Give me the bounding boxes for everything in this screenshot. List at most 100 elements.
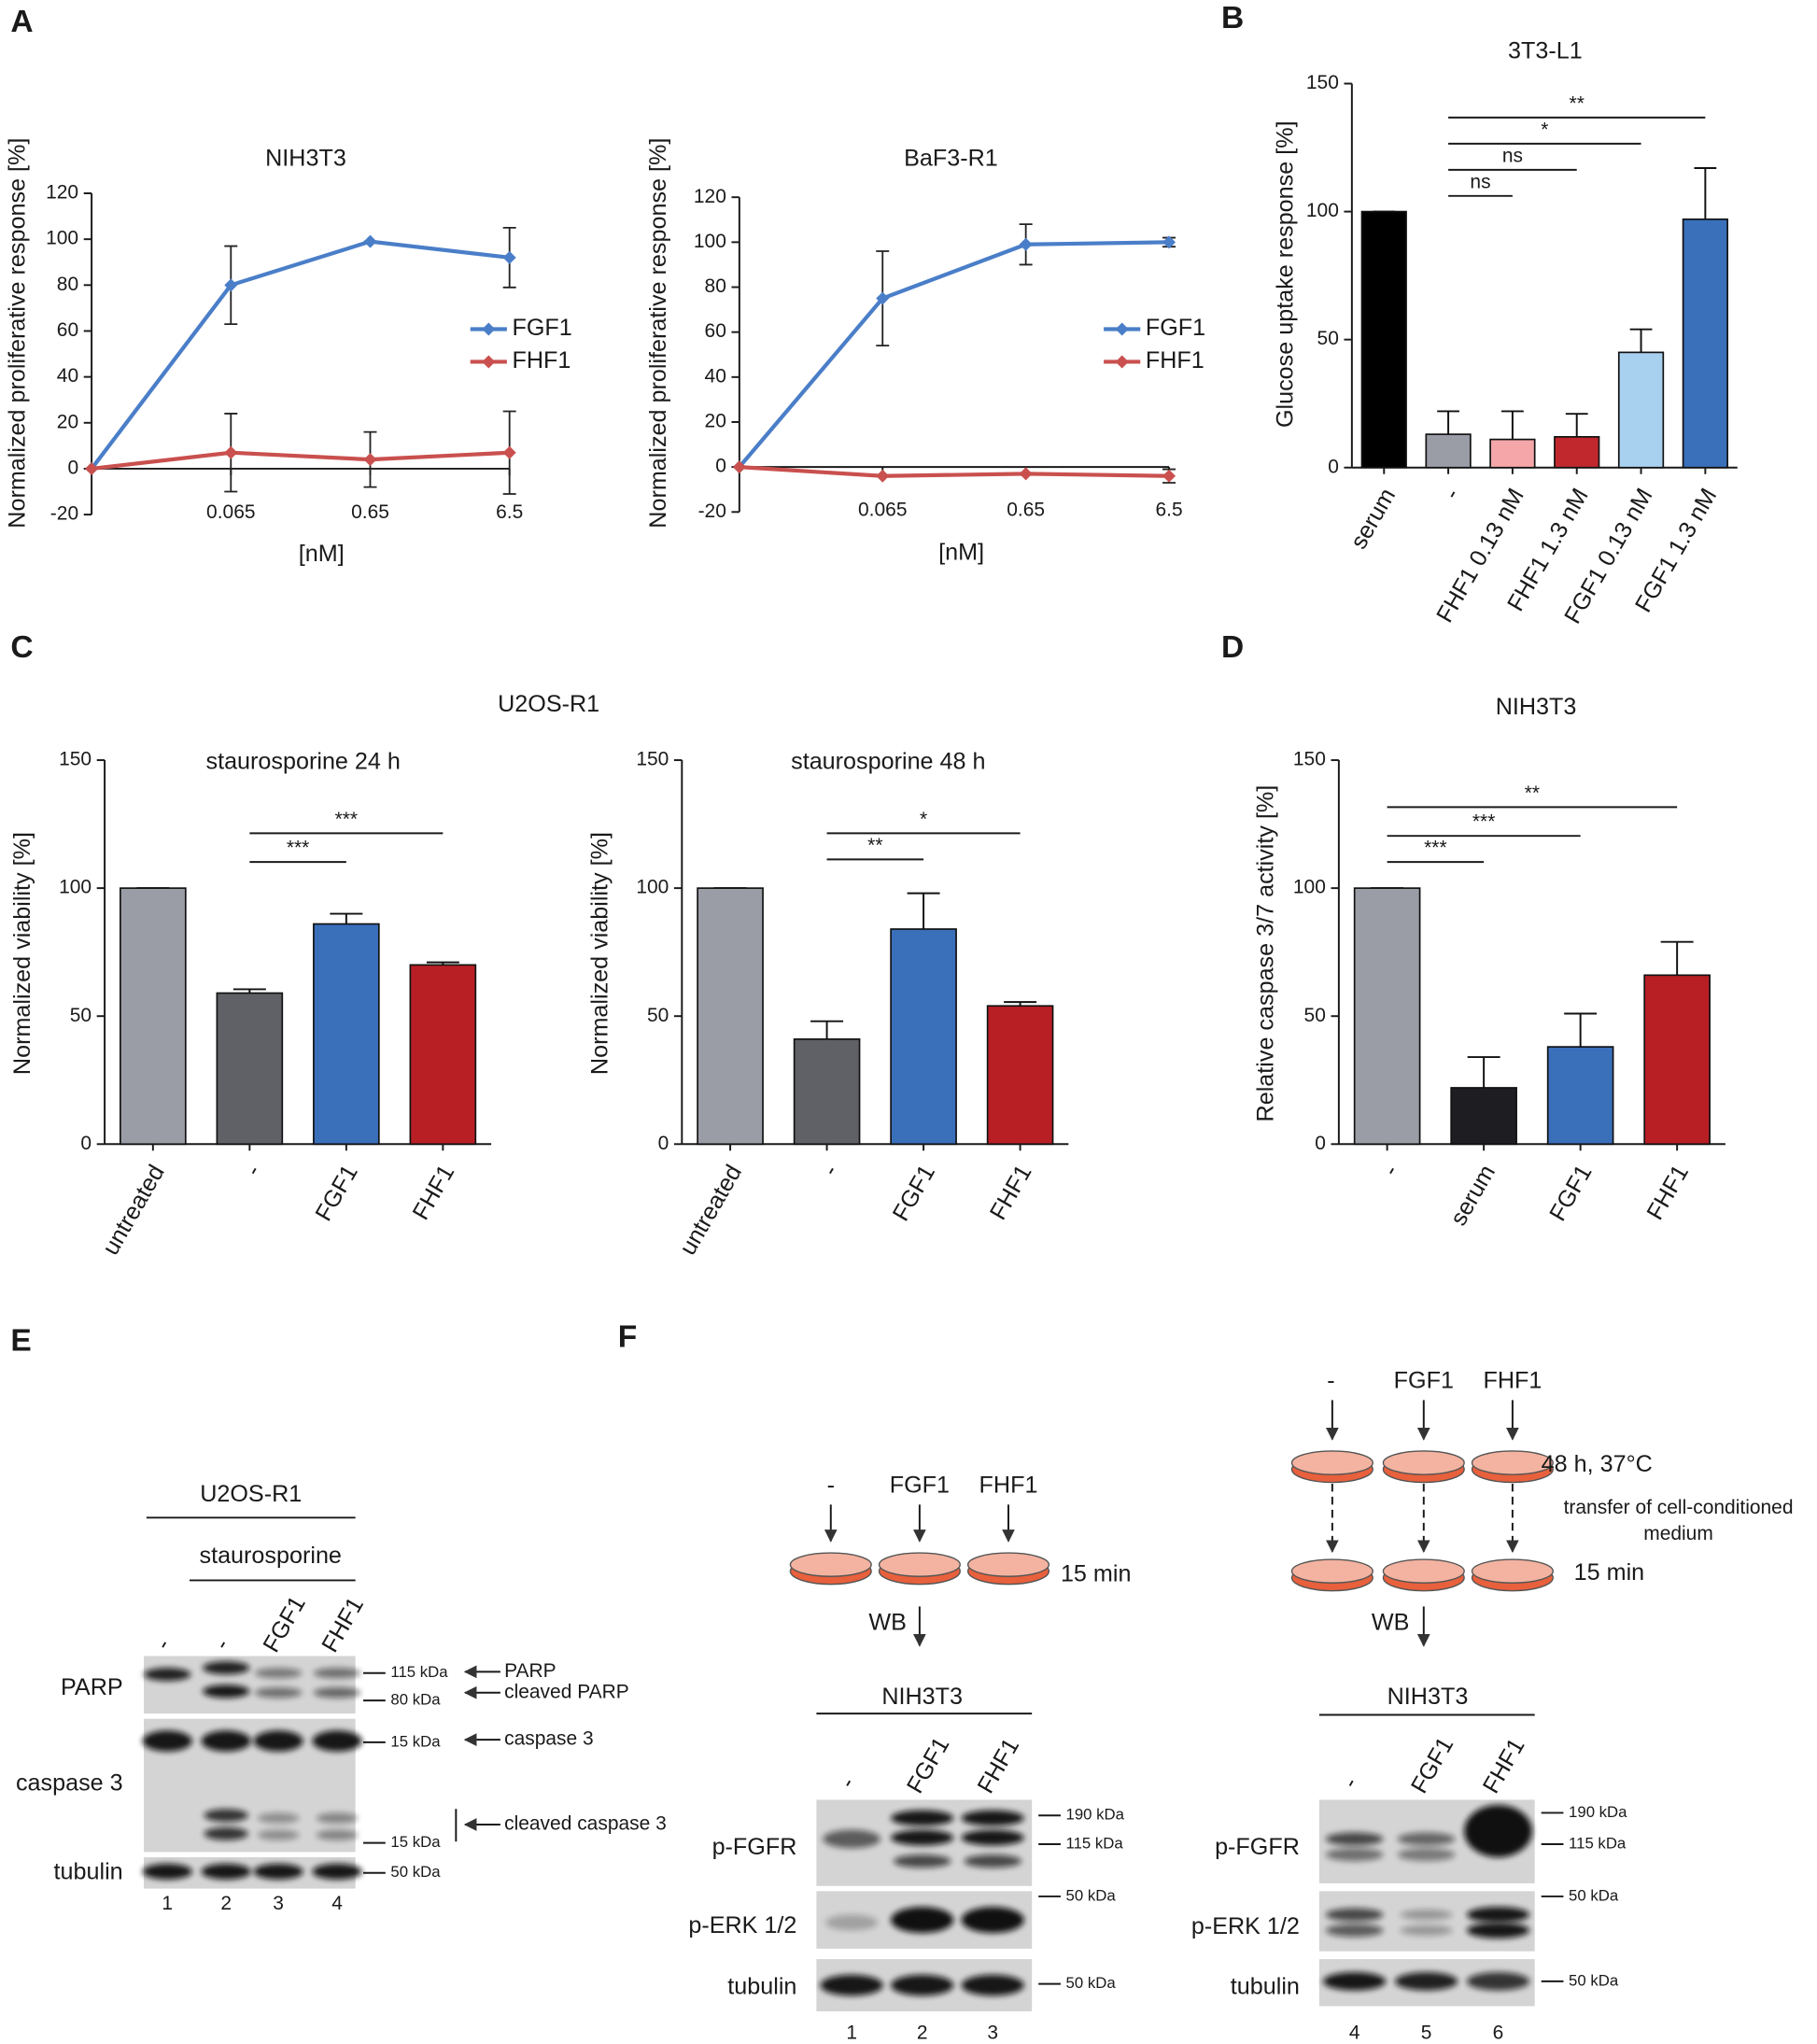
band <box>891 1810 954 1826</box>
point <box>1019 237 1033 251</box>
band <box>891 1907 954 1934</box>
point <box>363 453 377 467</box>
y-tick-label: 120 <box>694 186 726 207</box>
band <box>204 1809 248 1823</box>
size-marker: 190 kDa <box>1569 1803 1627 1821</box>
y-tick-label: 0 <box>1315 1133 1326 1154</box>
band <box>1325 1924 1384 1938</box>
condition: 48 h, 37°C <box>1542 1451 1653 1477</box>
chart: staurosporine 48 h Normalized viability [… <box>586 749 1069 1260</box>
bar <box>1425 433 1472 469</box>
band <box>1397 1848 1456 1862</box>
y-axis-label: Glucose uptake response [%] <box>1273 120 1299 428</box>
size-marker: 15 kDa <box>390 1833 441 1851</box>
band <box>891 1829 954 1846</box>
band <box>1466 1922 1530 1938</box>
lane-number: 3 <box>987 2022 998 2043</box>
method: WB <box>868 1609 907 1635</box>
lane-number: 1 <box>846 2022 857 2043</box>
band <box>961 1829 1024 1846</box>
band <box>1466 1907 1530 1923</box>
y-tick-label: 40 <box>705 365 726 387</box>
y-tick-label: 20 <box>57 411 78 432</box>
band <box>964 1854 1021 1868</box>
band <box>823 1829 880 1849</box>
point <box>1162 469 1176 483</box>
band <box>1323 1972 1387 1991</box>
chart-title: 3T3-L1 <box>1508 38 1583 64</box>
treatment: FGF1 <box>1394 1368 1454 1394</box>
significance-label: ** <box>1570 92 1585 114</box>
band <box>202 1685 250 1699</box>
bar <box>986 1005 1054 1146</box>
dish-rim <box>1382 1450 1465 1475</box>
error-bar <box>1565 413 1588 437</box>
size-marker: 50 kDa <box>1569 1886 1619 1904</box>
band <box>1400 1924 1453 1936</box>
chart: NIH3T3 Relative caspase 3/7 activity [%] 0… <box>1253 694 1725 1230</box>
chart: BaF3-R1 Normalized proliferative response… <box>645 138 1205 566</box>
y-tick-label: 150 <box>59 749 92 770</box>
y-tick-label: 100 <box>636 877 669 898</box>
cell-line: NIH3T3 <box>881 1684 963 1710</box>
significance-label: *** <box>1424 838 1446 859</box>
error-bar <box>1437 410 1459 435</box>
panel-label: F <box>618 1320 638 1355</box>
band <box>820 1974 883 1996</box>
lane-number: 5 <box>1421 2022 1432 2043</box>
lane-number: 2 <box>220 1893 232 1914</box>
error-bar <box>1501 410 1524 440</box>
legend-marker <box>482 355 496 369</box>
band <box>201 1730 251 1752</box>
bar <box>216 992 284 1146</box>
treatment: - <box>827 1472 835 1498</box>
significance-label: * <box>1541 119 1548 140</box>
chart: staurosporine 24 h Normalized viability [… <box>9 749 492 1260</box>
lane-label: FGF1 <box>258 1592 310 1657</box>
band-annotation: cleaved PARP <box>504 1681 629 1702</box>
significance-label: *** <box>1472 811 1495 833</box>
band <box>1400 1909 1453 1921</box>
band <box>1395 1972 1458 1991</box>
size-marker: 190 kDa <box>1066 1806 1125 1824</box>
band <box>312 1863 362 1880</box>
point <box>876 469 890 483</box>
size-marker: 115 kDa <box>390 1663 448 1681</box>
y-tick-label: 100 <box>1293 877 1326 898</box>
point <box>502 250 516 264</box>
x-tick-label: FGF1 <box>1544 1161 1597 1226</box>
band <box>316 1812 359 1824</box>
x-tick-label: FHF1 <box>408 1161 460 1224</box>
band <box>254 1668 303 1679</box>
lane-label: - <box>834 1773 860 1793</box>
x-tick-label: 6.5 <box>1155 499 1182 520</box>
y-tick-label: 80 <box>57 274 78 295</box>
lane-number: 4 <box>1349 2022 1360 2043</box>
panel-label: C <box>10 630 33 665</box>
y-tick-label: 0 <box>67 457 78 478</box>
x-tick-label: 0.065 <box>206 501 255 523</box>
significance-label: *** <box>287 838 309 859</box>
y-tick-label: 60 <box>57 319 78 341</box>
band <box>312 1730 362 1752</box>
treatment: FHF1 <box>979 1472 1038 1498</box>
dish-rim <box>1382 1558 1465 1584</box>
lane-label: FGF1 <box>1406 1733 1458 1798</box>
error-bar <box>1564 1012 1598 1048</box>
bar <box>697 887 764 1146</box>
dish-rim <box>1471 1450 1554 1475</box>
significance-label: ** <box>867 835 882 856</box>
significance-label: * <box>920 809 927 830</box>
error-bar <box>810 1020 844 1039</box>
panel-label: B <box>1221 1 1244 35</box>
x-tick-label: - <box>817 1161 843 1180</box>
row-label: tubulin <box>54 1858 123 1884</box>
panel-label: D <box>1221 630 1244 665</box>
band <box>254 1687 303 1699</box>
series-line <box>91 450 510 472</box>
error-bar <box>1467 1056 1500 1088</box>
lane-number: 4 <box>331 1893 343 1914</box>
condition: 15 min <box>1061 1561 1132 1587</box>
band <box>313 1668 361 1679</box>
lane-label: FHF1 <box>1478 1734 1530 1797</box>
